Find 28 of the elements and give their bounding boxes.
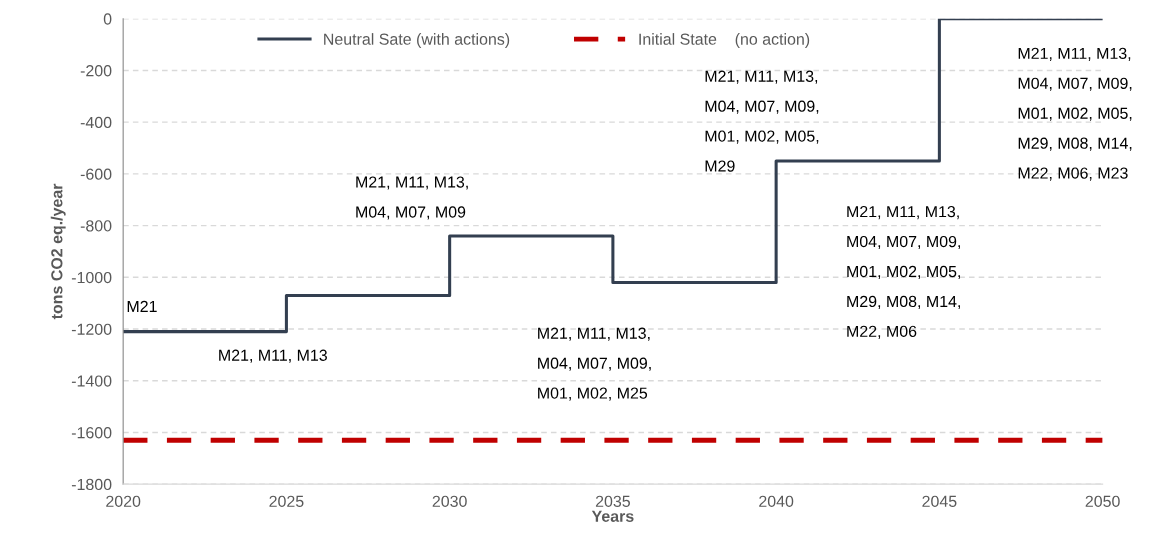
- y-tick-label: -600: [80, 168, 112, 180]
- y-tick-label: -1600: [71, 427, 112, 439]
- annotation: M21: [127, 300, 157, 312]
- y-axis-title: tons CO2 eq./year: [50, 183, 66, 320]
- y-tick-label: -200: [80, 65, 112, 77]
- y-tick-label: 0: [103, 13, 112, 25]
- x-axis-title: Years: [591, 510, 634, 522]
- x-tick-label: 2020: [106, 495, 141, 508]
- annotation: M21, M11, M13, M04, M07, M09, M01, M02, M05, M29, M08, M14, M22, M06: [847, 205, 960, 339]
- y-tick-label: -1000: [71, 271, 112, 284]
- legend-label: Initial State (no action): [639, 33, 810, 48]
- y-tick-label: -1800: [71, 478, 112, 491]
- annotation: M21, M11, M13, M04, M07, M09, M01, M02, M05, M29: [705, 70, 819, 172]
- x-tick-label: 2035: [595, 495, 630, 508]
- x-tick-label: 2030: [432, 495, 467, 508]
- x-tick-label: 2025: [269, 495, 304, 508]
- annotation: M21, M11, M13, M04, M07, M09, M01, M02, M05, M29, M08, M14, M22, M06, M23: [1018, 47, 1132, 181]
- annotation: M21, M11, M13: [219, 349, 327, 363]
- x-tick-label: 2045: [922, 495, 957, 508]
- y-tick-label: -800: [80, 220, 112, 232]
- y-tick-label: -1400: [71, 375, 112, 387]
- x-tick-label: 2050: [1085, 495, 1120, 508]
- legend-label: Neutral Sate (with actions): [324, 33, 510, 48]
- y-tick-label: -400: [80, 116, 112, 129]
- x-tick-label: 2040: [759, 495, 794, 508]
- y-tick-label: -1200: [71, 323, 112, 335]
- annotation: M21, M11, M13, M04, M07, M09, M01, M02, M25: [538, 327, 651, 401]
- annotation: M21, M11, M13, M04, M07, M09: [356, 176, 468, 220]
